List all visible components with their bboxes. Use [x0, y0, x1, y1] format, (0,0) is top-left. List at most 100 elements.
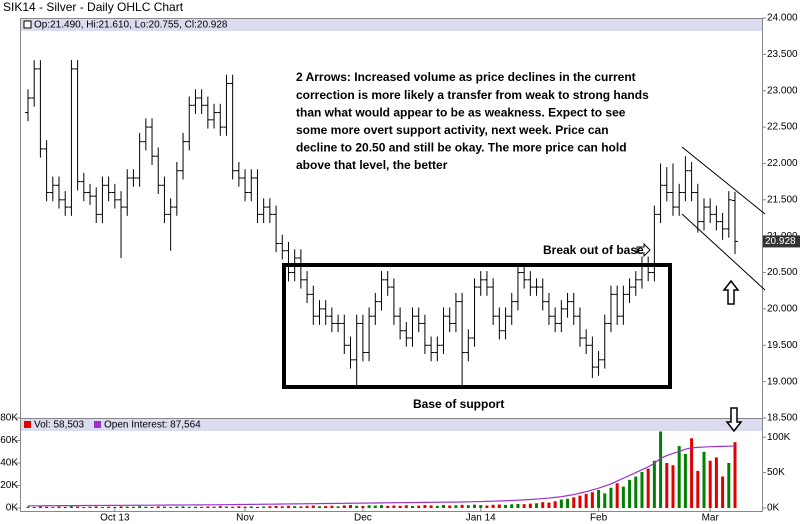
- channel-line: [681, 213, 766, 291]
- volume-bar: [454, 505, 458, 508]
- volume-bar: [63, 506, 67, 508]
- volume-bar: [584, 493, 588, 508]
- x-tick-label: Jan 14: [466, 513, 496, 524]
- volume-bar: [330, 505, 334, 508]
- volume-bar: [113, 506, 117, 508]
- volume-legend: Vol: 58,503: [34, 420, 84, 431]
- volume-bar: [100, 506, 104, 508]
- volume-bar: [26, 506, 30, 508]
- volume-bar: [293, 506, 297, 508]
- volume-bar: [516, 503, 520, 508]
- volume-bar: [206, 506, 210, 508]
- volume-bar: [324, 505, 328, 508]
- volume-bar: [286, 505, 290, 508]
- volume-bar: [522, 504, 526, 508]
- volume-bar: [38, 506, 42, 508]
- volume-tick-label: 80K: [0, 413, 18, 424]
- volume-bar: [628, 479, 632, 508]
- volume-bar: [231, 506, 235, 508]
- volume-bar: [156, 506, 160, 508]
- base-box: [282, 263, 672, 389]
- legend-marker: [23, 20, 32, 29]
- volume-bar: [76, 506, 80, 508]
- volume-bar: [553, 501, 557, 508]
- down-arrow: [725, 407, 743, 433]
- volume-bar: [646, 468, 650, 508]
- volume-bar: [721, 476, 725, 508]
- y-tick-label: 20.500: [767, 267, 798, 278]
- volume-bar: [404, 505, 408, 508]
- volume-bar: [597, 490, 601, 508]
- volume-bar: [392, 505, 396, 508]
- y-tick-label: 19.500: [767, 340, 798, 351]
- volume-bar: [107, 506, 111, 508]
- x-tick-label: Nov: [236, 513, 254, 524]
- up-arrow: [722, 279, 740, 305]
- volume-bar: [578, 495, 582, 508]
- volume-bar: [714, 457, 718, 508]
- volume-bar: [373, 505, 377, 508]
- volume-bar: [491, 504, 495, 508]
- volume-bar: [634, 476, 638, 508]
- note-line: correction is more likely a transfer fro…: [296, 88, 649, 102]
- volume-bar: [305, 505, 309, 508]
- volume-bar: [572, 497, 576, 508]
- volume-bar: [497, 504, 501, 508]
- volume-bar: [193, 506, 197, 508]
- price-panel: [20, 18, 763, 419]
- oi-tick-label: 100K: [767, 432, 791, 443]
- volume-bar: [547, 502, 551, 508]
- volume-bar: [268, 506, 272, 508]
- volume-bar: [702, 451, 706, 508]
- note-block: 2 Arrows: Increased volume as price decl…: [296, 70, 649, 172]
- volume-bar: [144, 506, 148, 508]
- y-tick-label: 19.000: [767, 376, 798, 387]
- volume-bar: [175, 506, 179, 508]
- y-tick-label: 24.000: [767, 13, 798, 24]
- volume-bar: [88, 506, 92, 508]
- y-tick-label: 22.000: [767, 158, 798, 169]
- volume-bar: [317, 506, 321, 508]
- volume-bar: [671, 465, 675, 508]
- volume-bar: [348, 505, 352, 508]
- y-tick-label: 20.000: [767, 304, 798, 315]
- volume-bar: [249, 506, 253, 508]
- volume-bar: [57, 506, 61, 508]
- volume-bar: [466, 505, 470, 508]
- volume-bar: [138, 506, 142, 508]
- note-line: some more overt support activity, next w…: [296, 123, 609, 137]
- volume-bar: [299, 506, 303, 508]
- volume-bar: [690, 438, 694, 508]
- volume-bar: [417, 505, 421, 508]
- x-tick-label: Feb: [590, 513, 608, 524]
- volume-bar: [131, 506, 135, 508]
- volume-bar: [696, 470, 700, 508]
- volume-bar: [181, 506, 185, 508]
- volume-bar: [274, 505, 278, 508]
- volume-bar: [162, 506, 166, 508]
- x-tick-label: Mar: [702, 513, 720, 524]
- volume-bar: [677, 446, 681, 508]
- volume-tick-label: 0K: [6, 503, 19, 514]
- volume-bar: [528, 503, 532, 508]
- volume-bar: [448, 505, 452, 508]
- volume-bar: [535, 503, 539, 508]
- note-line: decline to 20.50 and still be okay. The …: [296, 141, 627, 155]
- oi-tick-label: 50K: [767, 467, 785, 478]
- right-arrow: [636, 242, 651, 258]
- volume-tick-label: 40K: [0, 458, 18, 469]
- y-tick-label: 22.500: [767, 122, 798, 133]
- volume-bar: [559, 499, 563, 508]
- volume-tick-label: 60K: [0, 435, 18, 446]
- volume-bar: [659, 431, 663, 508]
- note-line: 2 Arrows: Increased volume as price decl…: [296, 70, 636, 84]
- volume-bar: [224, 506, 228, 508]
- volume-bar: [590, 492, 594, 508]
- volume-bar: [94, 506, 98, 508]
- volume-bar: [566, 498, 570, 508]
- volume-bar: [504, 504, 508, 508]
- volume-bar: [380, 505, 383, 508]
- volume-bar: [280, 506, 284, 508]
